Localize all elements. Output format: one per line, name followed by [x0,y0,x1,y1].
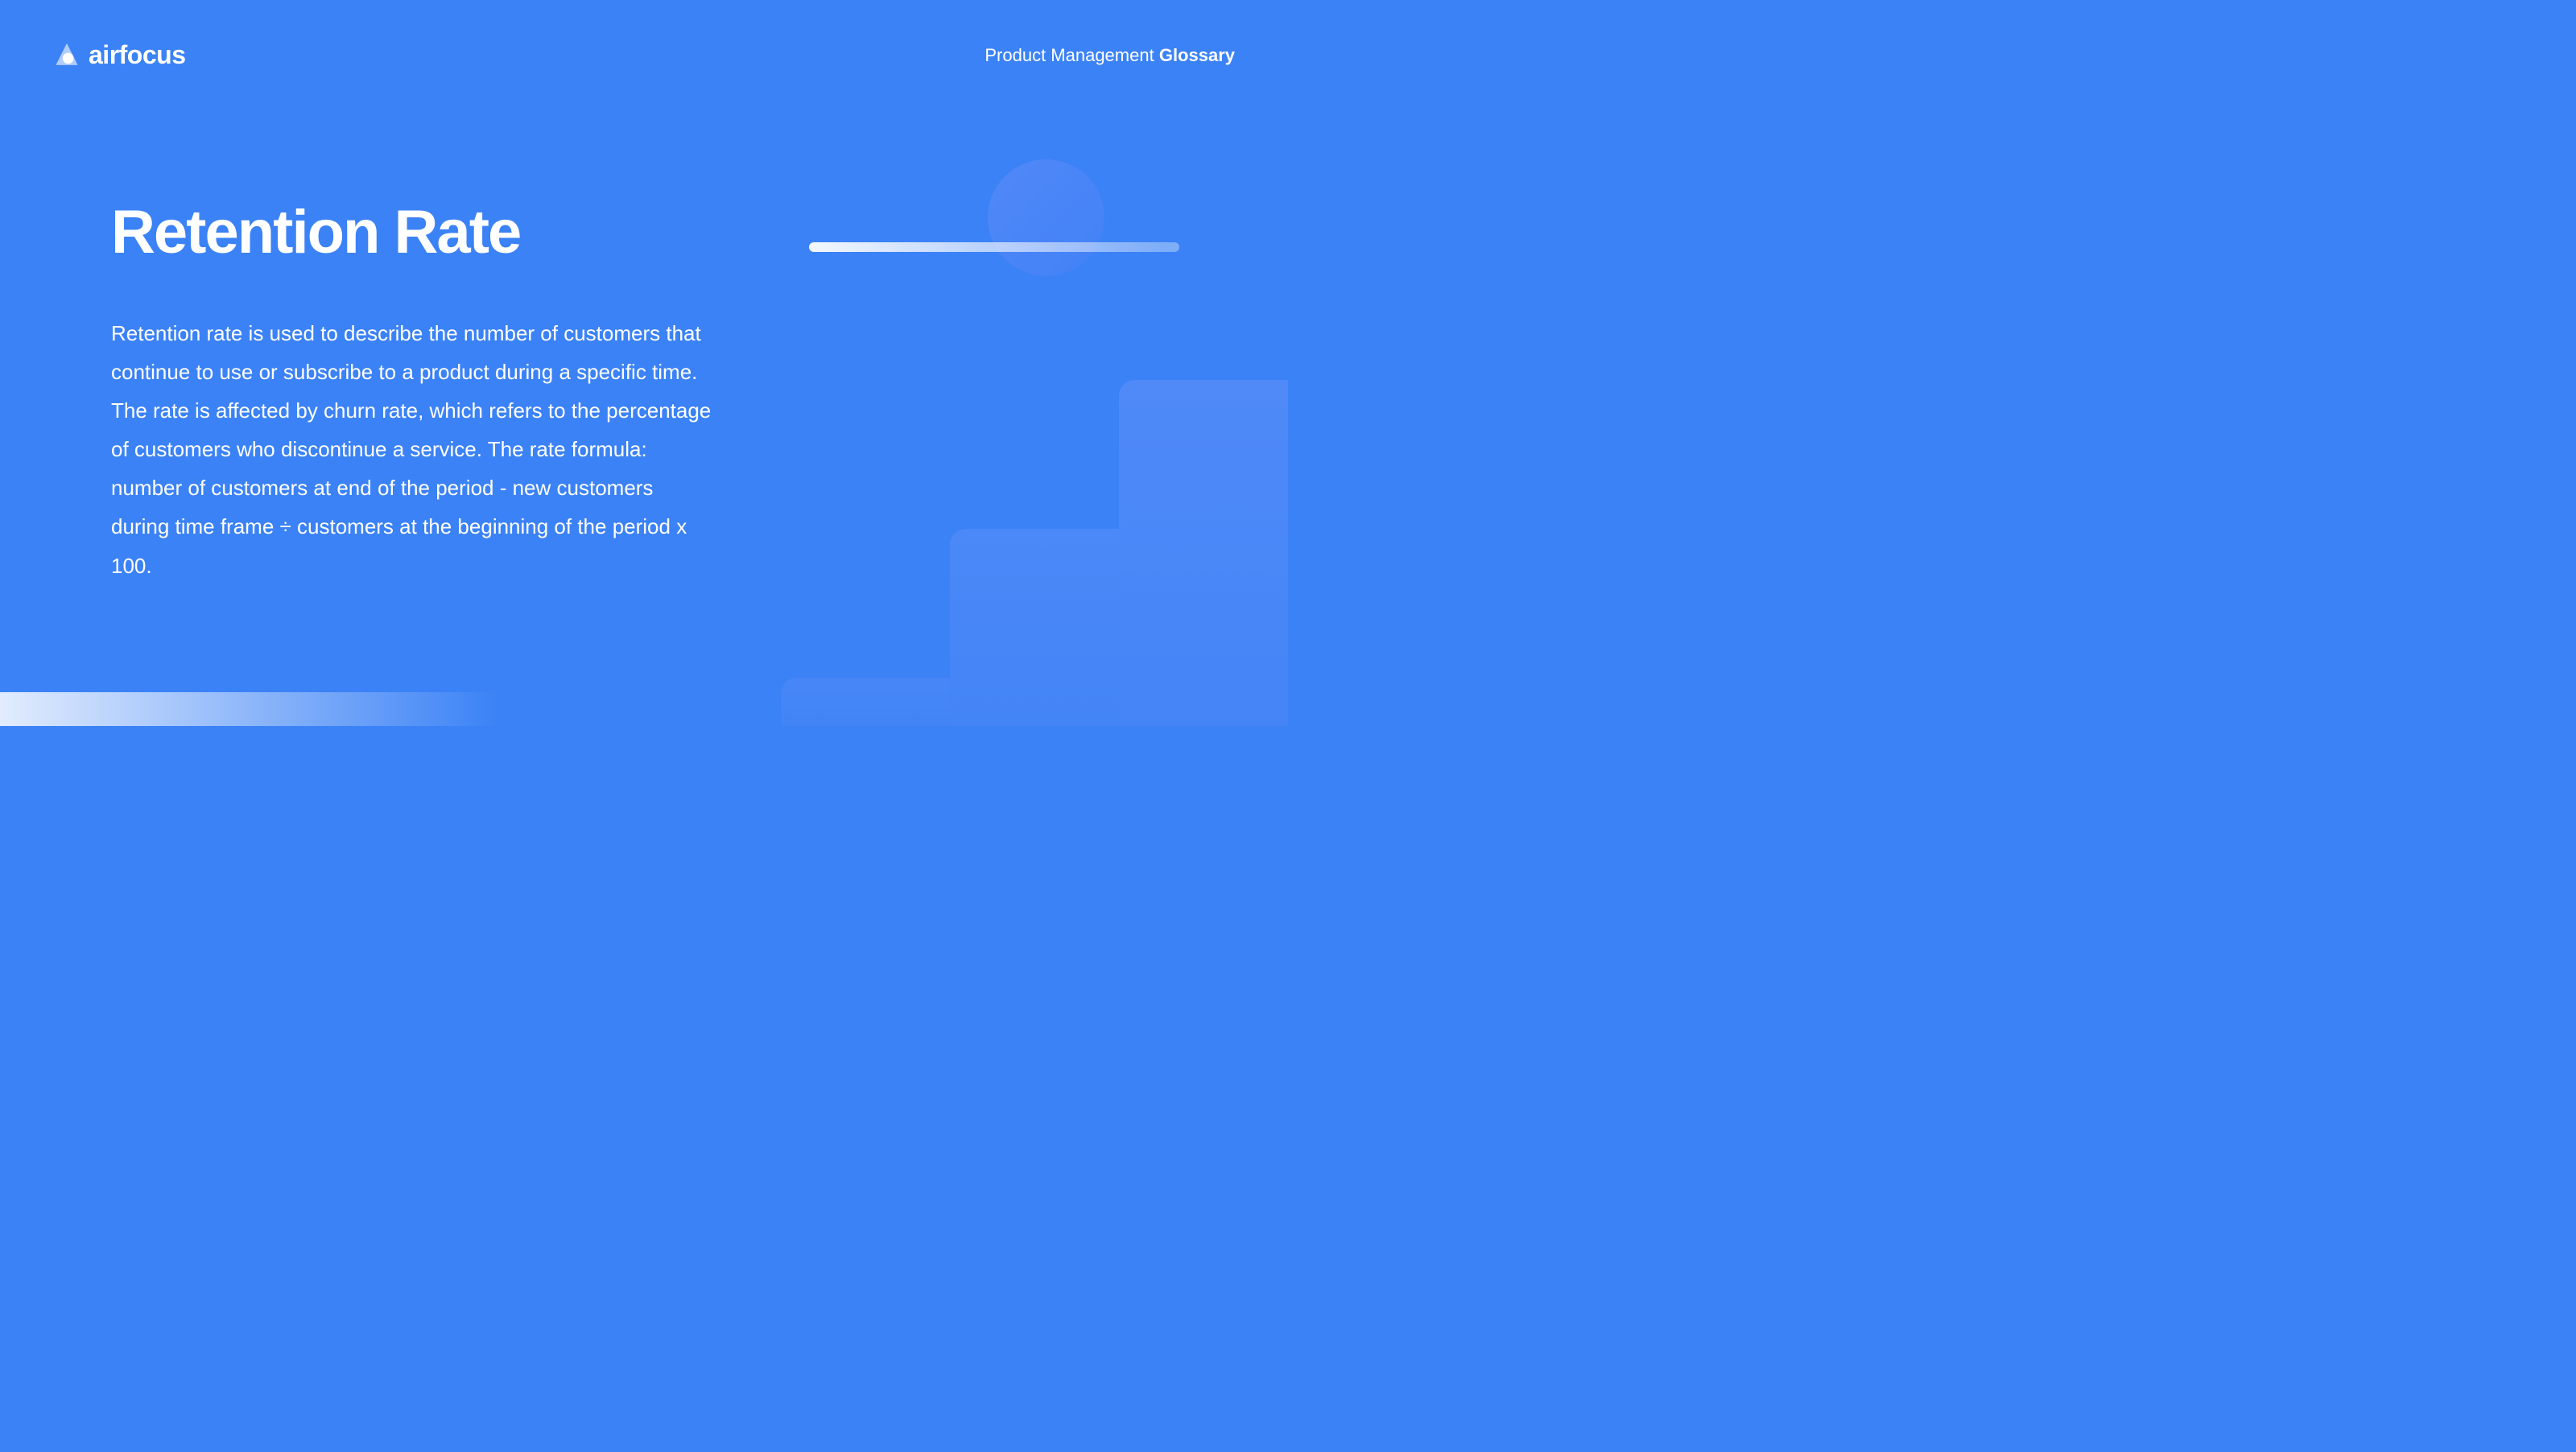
category-text: Product Management [985,45,1158,65]
page-title: Retention Rate [111,197,715,267]
step-shape-3 [781,678,950,726]
decorative-circle [988,159,1104,276]
step-shape-2 [950,529,1119,726]
decorative-bottom-gradient [0,692,499,726]
category-bold: Glossary [1159,45,1235,65]
brand-logo: airfocus [53,40,185,70]
airfocus-logo-icon [53,42,80,69]
main-content: Retention Rate Retention rate is used to… [111,197,715,585]
page-category: Product Management Glossary [985,45,1235,66]
step-shape-1 [1119,380,1288,726]
page-description: Retention rate is used to describe the n… [111,314,715,585]
decorative-divider [809,242,1179,252]
brand-name: airfocus [89,40,185,70]
header: airfocus Product Management Glossary [53,40,1235,70]
